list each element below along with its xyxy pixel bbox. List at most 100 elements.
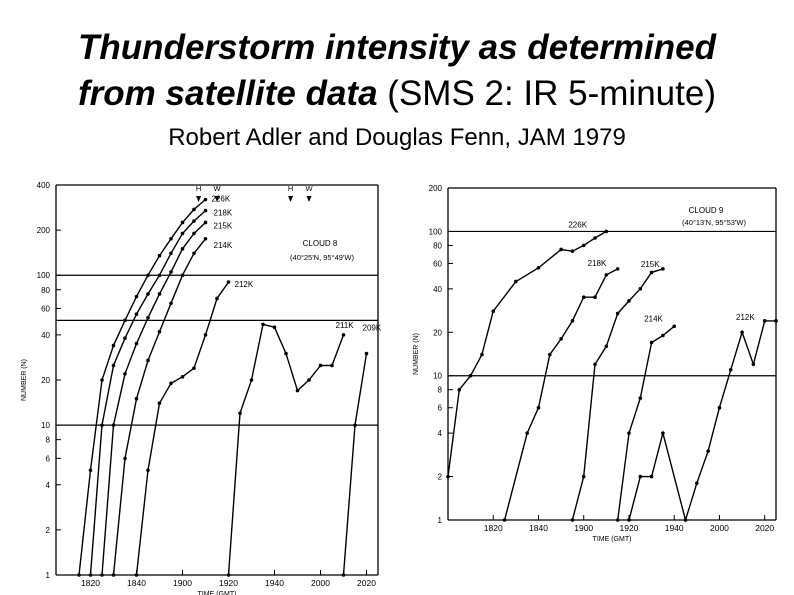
c8-xlabel: TIME (GMT) bbox=[198, 591, 237, 595]
c9-series-line-215K bbox=[571, 268, 664, 521]
c8-ytick-label-60: 60 bbox=[41, 304, 50, 313]
c9-series-214K-point-1 bbox=[627, 431, 631, 435]
c8-series-226K-point-5 bbox=[134, 294, 139, 299]
c8-ytick-label-2: 2 bbox=[46, 526, 51, 535]
c9-xtick-label-2020: 2020 bbox=[755, 523, 774, 533]
c9-ytick-label-200: 200 bbox=[429, 184, 443, 193]
c9-series-218K-point-9 bbox=[615, 267, 620, 271]
c8-series-label-212K: 212K bbox=[235, 280, 254, 289]
c9-ytick-label-80: 80 bbox=[433, 241, 442, 250]
c9-series-215K-point-3 bbox=[604, 344, 609, 349]
c8-xtick-label-1940: 1940 bbox=[265, 578, 284, 588]
c8-series-label-226K: 226K bbox=[212, 195, 231, 204]
c9-xlabel: TIME (GMT) bbox=[593, 536, 632, 543]
c8-series-215K-point-6 bbox=[169, 270, 173, 274]
c8-series-label-215K: 215K bbox=[214, 221, 233, 230]
c8-series-215K-point-7 bbox=[180, 247, 185, 251]
c8-series-211K-point-8 bbox=[318, 363, 323, 368]
c9-series-226K-point-7 bbox=[559, 247, 563, 252]
c9-subtitle: (40°13'N, 95°53'W) bbox=[682, 218, 746, 227]
c8-ytick-label-8: 8 bbox=[46, 436, 51, 445]
c8-series-215K-point-1 bbox=[111, 423, 116, 427]
c9-series-218K-point-3 bbox=[547, 352, 552, 357]
c8-ytick-label-200: 200 bbox=[37, 226, 51, 235]
c9-series-218K-point-4 bbox=[559, 337, 563, 341]
c8-series-211K-point-1 bbox=[238, 411, 242, 416]
c8-xtick-label-1840: 1840 bbox=[127, 578, 146, 588]
c8-ytick-label-10: 10 bbox=[41, 421, 50, 430]
c8-series-218K-point-6 bbox=[157, 273, 162, 278]
c9-series-label-214K: 214K bbox=[644, 314, 663, 323]
c9-series-214K-point-4 bbox=[661, 333, 665, 338]
c8-xtick-label-1920: 1920 bbox=[219, 578, 238, 588]
c8-series-211K-point-6 bbox=[295, 388, 300, 393]
c8-ytick-label-6: 6 bbox=[46, 454, 51, 463]
c8-ylabel: NUMBER (N) bbox=[21, 359, 28, 401]
c9-series-226K-point-8 bbox=[570, 249, 575, 253]
c8-ytick-label-40: 40 bbox=[41, 331, 50, 340]
c8-series-211K-point-2 bbox=[249, 378, 254, 382]
c9-xtick-label-1840: 1840 bbox=[529, 523, 548, 533]
c9-series-214K-point-3 bbox=[649, 340, 654, 345]
c9-series-218K-point-8 bbox=[604, 273, 609, 277]
c8-series-212K-point-7 bbox=[215, 296, 219, 301]
c9-series-line-212K bbox=[628, 320, 776, 523]
c8-series-212K-point-4 bbox=[180, 375, 185, 379]
c8-series-209K-point-0 bbox=[341, 573, 346, 577]
c8-series-214K-point-0 bbox=[111, 573, 116, 577]
c9-series-226K-point-1 bbox=[457, 387, 462, 392]
c8-series-218K-point-5 bbox=[146, 292, 150, 296]
c9-series-212K-point-11 bbox=[762, 319, 767, 323]
c9-series-215K-point-2 bbox=[593, 362, 597, 367]
c9-series-226K-point-5 bbox=[514, 279, 518, 284]
c8-series-226K-point-2 bbox=[100, 378, 104, 382]
c9-ytick-label-6: 6 bbox=[438, 404, 443, 413]
c8-series-212K-point-8 bbox=[226, 280, 231, 284]
c9-ytick-label-60: 60 bbox=[433, 259, 442, 268]
c8-series-226K-point-9 bbox=[180, 220, 185, 225]
c9-series-215K-point-6 bbox=[638, 287, 643, 291]
title-line-2: from satellite data (SMS 2: IR 5-minute) bbox=[0, 74, 794, 114]
c8-title: CLOUD 8 bbox=[303, 239, 338, 248]
c8-series-214K-point-8 bbox=[203, 237, 208, 241]
title-line-1: Thunderstorm intensity as determined bbox=[0, 28, 794, 68]
c8-series-211K-point-0 bbox=[226, 573, 231, 577]
c9-series-line-226K bbox=[447, 230, 607, 477]
title-plain-2: (SMS 2: IR 5-minute) bbox=[377, 74, 716, 113]
c9-xtick-label-1940: 1940 bbox=[665, 523, 684, 533]
c8-marker-arrow-0 bbox=[196, 196, 202, 202]
c8-series-226K-point-0 bbox=[77, 573, 81, 577]
c8-subtitle: (40°25'N, 95°49'W) bbox=[290, 253, 354, 262]
c8-marker-label-1: W bbox=[213, 184, 221, 193]
c9-series-215K-point-8 bbox=[661, 267, 665, 271]
c8-marker-arrow-2 bbox=[288, 196, 294, 202]
c9-series-218K-point-0 bbox=[502, 518, 507, 522]
c9-series-212K-point-1 bbox=[638, 474, 643, 479]
c8-ytick-label-20: 20 bbox=[41, 376, 50, 385]
c9-series-line-214K bbox=[617, 325, 675, 521]
c9-series-218K-point-7 bbox=[593, 295, 597, 300]
c9-series-218K-point-6 bbox=[581, 295, 586, 300]
c8-series-212K-point-5 bbox=[192, 366, 196, 370]
c9-series-212K-point-4 bbox=[683, 518, 688, 522]
c9-series-214K-point-0 bbox=[615, 518, 620, 522]
c8-series-214K-point-5 bbox=[169, 301, 173, 306]
c9-series-212K-point-9 bbox=[740, 330, 744, 335]
c9-series-218K-point-2 bbox=[536, 405, 541, 410]
c9-series-218K-point-1 bbox=[525, 431, 529, 435]
c9-xtick-label-1920: 1920 bbox=[620, 523, 639, 533]
c8-series-215K-point-5 bbox=[157, 292, 162, 296]
c8-series-214K-point-7 bbox=[192, 251, 196, 256]
c8-series-218K-point-2 bbox=[111, 363, 116, 368]
c9-series-label-212K: 212K bbox=[736, 313, 755, 322]
c8-series-226K-point-8 bbox=[169, 237, 173, 241]
c8-series-226K-point-1 bbox=[88, 468, 93, 473]
c8-series-label-209K: 209K bbox=[363, 324, 382, 333]
c8-series-214K-point-2 bbox=[134, 396, 139, 401]
c8-series-215K-point-2 bbox=[123, 371, 127, 376]
c8-series-226K-point-7 bbox=[157, 253, 162, 258]
c8-marker-arrow-1 bbox=[214, 196, 220, 202]
c8-series-209K-point-1 bbox=[353, 423, 357, 427]
c8-series-212K-point-3 bbox=[169, 381, 173, 386]
